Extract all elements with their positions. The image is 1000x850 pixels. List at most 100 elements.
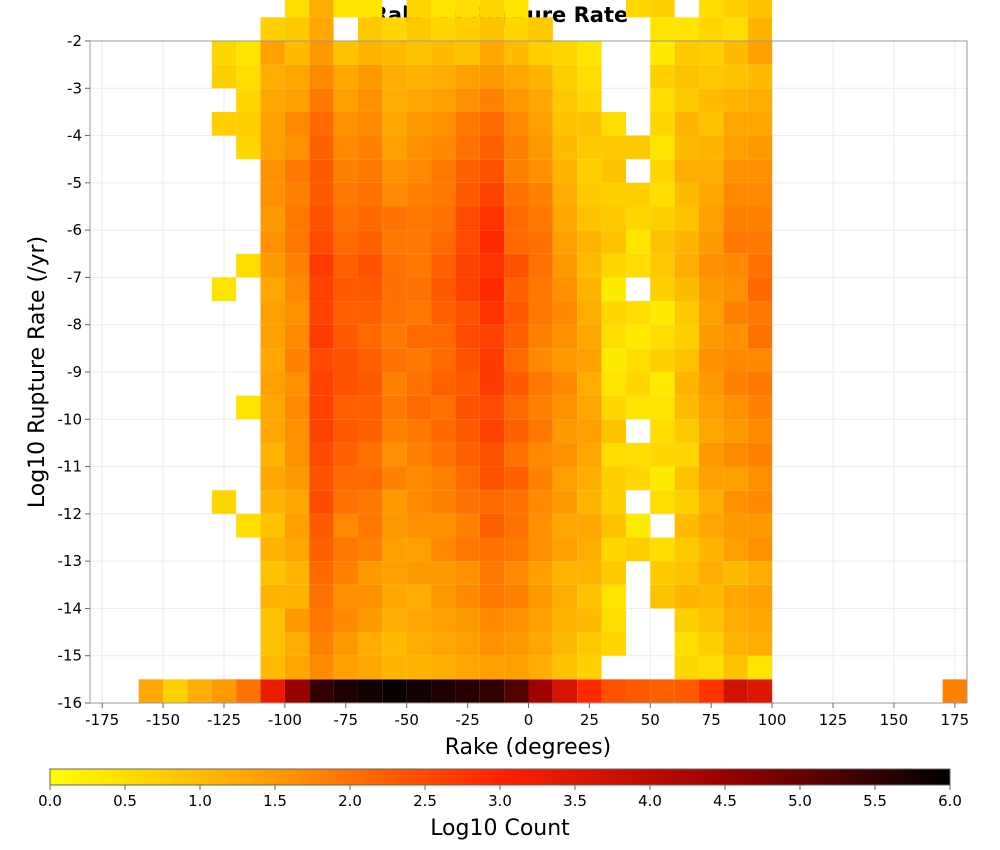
heatmap-cell <box>528 17 553 41</box>
heatmap-cell <box>699 537 724 562</box>
heatmap-cell <box>455 608 480 633</box>
heatmap-cell <box>333 159 358 183</box>
heatmap-cell <box>260 372 285 396</box>
heatmap-cell <box>382 442 407 467</box>
heatmap-cell <box>528 513 553 538</box>
heatmap-cell <box>455 348 480 372</box>
heatmap-cell <box>479 253 505 278</box>
heatmap-cell <box>601 372 626 396</box>
colorbar-tick-label: 3.0 <box>488 792 512 810</box>
heatmap-cell <box>723 182 748 207</box>
heatmap-cell <box>260 679 285 703</box>
heatmap-cell <box>333 88 358 112</box>
heatmap-cell <box>528 608 553 633</box>
heatmap-cell <box>528 537 553 562</box>
heatmap-cell <box>747 253 773 278</box>
y-tick-label: -8 <box>67 316 82 334</box>
heatmap-cell <box>650 466 675 491</box>
heatmap-cell <box>577 679 602 703</box>
heatmap-cell <box>431 41 456 65</box>
heatmap-cell <box>601 537 626 562</box>
heatmap-cell <box>333 608 358 633</box>
heatmap-cell <box>479 159 505 183</box>
heatmap-cell <box>747 135 773 160</box>
heatmap-cell <box>699 490 724 514</box>
heatmap-cell <box>309 230 334 254</box>
heatmap-cell <box>309 513 334 538</box>
heatmap-cell <box>699 111 724 136</box>
heatmap-cell <box>479 679 505 703</box>
heatmap-cell <box>406 608 432 633</box>
y-tick-label: -11 <box>58 458 83 476</box>
heatmap-cell <box>382 324 407 349</box>
heatmap-cell <box>601 632 626 656</box>
heatmap-cell <box>747 655 773 680</box>
heatmap-cell <box>625 348 651 372</box>
heatmap-cell <box>528 159 553 183</box>
heatmap-cell <box>382 41 407 65</box>
heatmap-cell <box>382 561 407 585</box>
heatmap-cell <box>552 655 578 680</box>
heatmap-cell <box>577 277 602 302</box>
heatmap-cell <box>674 159 700 183</box>
heatmap-cell <box>431 230 456 254</box>
heatmap-cell <box>309 442 334 467</box>
colorbar-tick-label: 5.5 <box>863 792 887 810</box>
heatmap-cell <box>723 632 748 656</box>
heatmap-cell <box>577 348 602 372</box>
heatmap-cell <box>552 537 578 562</box>
heatmap-cell <box>479 584 505 609</box>
heatmap-cell <box>431 679 456 703</box>
y-axis: -2 -3 -4 -5 -6 -7 -8 -9 -10 -11 -12 -13 -14 -15 -16 <box>58 32 90 712</box>
heatmap-cell <box>260 537 285 562</box>
y-tick-label: -16 <box>58 694 83 712</box>
heatmap-cell <box>357 253 383 278</box>
x-axis: -175 -150 -125 -100 -75 -50 -25 0 25 50 75 100 125 15… <box>85 703 969 729</box>
heatmap-cell <box>552 419 578 443</box>
heatmap-cell <box>747 206 773 231</box>
heatmap-cell <box>747 64 773 89</box>
heatmap-cell <box>699 655 724 680</box>
colorbar-tick-label: 3.5 <box>563 792 587 810</box>
heatmap-cell <box>650 348 675 372</box>
heatmap-cell <box>674 679 700 703</box>
heatmap-cell <box>504 608 529 633</box>
heatmap-cell <box>577 135 602 160</box>
heatmap-cell <box>625 537 651 562</box>
heatmap-cell <box>406 253 432 278</box>
heatmap-cell <box>528 466 553 491</box>
heatmap-cell <box>504 277 529 302</box>
heatmap-cell <box>284 513 310 538</box>
heatmap-cell <box>455 537 480 562</box>
heatmap-cell <box>723 442 748 467</box>
heatmap-cell <box>674 419 700 443</box>
heatmap-cell <box>357 419 383 443</box>
heatmap-cell <box>650 490 675 514</box>
heatmap-cell <box>357 466 383 491</box>
heatmap-cell <box>260 608 285 633</box>
heatmap-cell <box>747 608 773 633</box>
heatmap-cell <box>333 419 358 443</box>
heatmap-cell <box>455 182 480 207</box>
heatmap-cell <box>309 277 334 302</box>
heatmap-cell <box>650 0 675 18</box>
heatmap-cell <box>236 395 261 420</box>
heatmap-cell <box>260 442 285 467</box>
heatmap-cell <box>528 632 553 656</box>
heatmap-cell <box>309 537 334 562</box>
heatmap-cell <box>431 64 456 89</box>
heatmap-cell <box>528 64 553 89</box>
heatmap-cell <box>699 135 724 160</box>
heatmap-cell <box>747 111 773 136</box>
heatmap-cell <box>284 111 310 136</box>
heatmap-cell <box>382 513 407 538</box>
heatmap-cell <box>455 442 480 467</box>
heatmap-cell <box>382 206 407 231</box>
heatmap-cell <box>284 159 310 183</box>
heatmap-cell <box>552 206 578 231</box>
heatmap-cell <box>455 466 480 491</box>
heatmap-cell <box>406 135 432 160</box>
heatmap-cell <box>260 88 285 112</box>
heatmap-cell <box>284 608 310 633</box>
y-tick-label: -4 <box>67 127 82 145</box>
